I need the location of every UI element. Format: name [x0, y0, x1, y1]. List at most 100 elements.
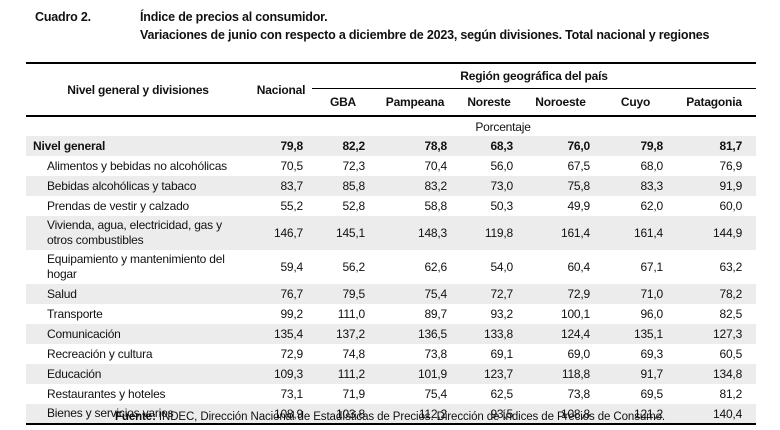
value-cell: 72,7	[456, 284, 522, 304]
table-title: Índice de precios al consumidor. Variaci…	[140, 8, 760, 44]
value-cell: 62,6	[424, 260, 447, 274]
column-header-divisions: Nivel general y divisiones	[67, 82, 209, 97]
value-cell: 145,1	[312, 216, 374, 250]
row-label: Educación	[26, 364, 250, 384]
value-cell: 69,3	[640, 347, 663, 361]
row-label: Equipamiento y mantenimiento del hogar	[47, 252, 225, 281]
row-label: Vivienda, agua, electricidad, gas y otro…	[26, 216, 250, 250]
table-row: Bebidas alcohólicas y tabaco 83,7 85,8 83,2…	[26, 176, 757, 196]
value-cell: 72,3	[342, 159, 365, 173]
value-cell: 59,4	[280, 260, 303, 274]
value-cell: 73,8	[567, 387, 590, 401]
value-cell: 100,1	[560, 307, 590, 321]
value-cell: 76,9	[719, 159, 743, 173]
value-cell: 63,2	[719, 260, 743, 274]
table-row: Comunicación 135,4 137,2 136,5 133,8 124,4 135…	[26, 324, 757, 344]
value-cell: 54,0	[490, 260, 513, 274]
table-row: Alimentos y bebidas no alcohólicas 70,5 72…	[26, 156, 756, 176]
ipc-table: Nivel general y divisiones Nacional Regi…	[26, 62, 757, 425]
value-cell: 108,9	[250, 404, 312, 424]
table-row: Educación 109,3 111,2 101,9 123,7 118,8 91,7 13…	[26, 364, 757, 384]
value-cell: 123,7	[456, 364, 522, 384]
column-header-noreste: Noreste	[467, 95, 511, 109]
value-cell: 58,8	[424, 199, 447, 213]
value-cell: 109,3	[250, 364, 312, 384]
row-label: Prendas de vestir y calzado	[47, 198, 190, 213]
value-cell: 119,8	[456, 216, 522, 250]
table-number-label: Cuadro 2.	[35, 10, 91, 24]
value-cell: 83,2	[374, 176, 456, 196]
value-cell: 76,7	[250, 284, 312, 304]
value-cell: 118,8	[522, 364, 599, 384]
value-cell: 136,5	[374, 324, 456, 344]
table-row: Bienes y servicios varios 108,9 103,8 112,2…	[26, 404, 757, 424]
value-cell: 140,4	[672, 404, 757, 424]
value-cell: 50,3	[490, 199, 513, 213]
column-header-patagonia: Patagonia	[686, 95, 742, 109]
value-cell: 111,2	[312, 364, 374, 384]
value-cell: 72,9	[522, 284, 599, 304]
value-cell: 127,3	[672, 324, 757, 344]
source-note: Fuente: INDEC, Dirección Nacional de Est…	[0, 410, 780, 425]
value-cell: 137,2	[312, 324, 374, 344]
table-row: Salud 76,7 79,5 75,4 72,7 72,9 71,0 78,2	[26, 284, 757, 304]
value-cell: 75,4	[424, 387, 447, 401]
value-cell: 69,5	[640, 387, 663, 401]
value-cell: 91,7	[599, 364, 672, 384]
row-label: Transporte	[47, 306, 103, 321]
value-cell: 121,2	[599, 404, 672, 424]
column-header-pampeana: Pampeana	[385, 95, 445, 109]
table-title-line1: Índice de precios al consumidor.	[140, 10, 328, 24]
value-cell: 135,1	[599, 324, 672, 344]
data-table-container: Nivel general y divisiones Nacional Regi…	[26, 62, 757, 425]
row-label: Salud	[26, 284, 250, 304]
value-cell: 96,0	[640, 307, 663, 321]
value-cell: 85,8	[312, 176, 374, 196]
value-cell: 79,8	[599, 136, 672, 156]
row-label: Comunicación	[26, 324, 250, 344]
value-cell: 148,3	[374, 216, 456, 250]
value-cell: 70,4	[424, 159, 447, 173]
value-cell: 75,4	[374, 284, 456, 304]
value-cell: 60,5	[719, 347, 743, 361]
region-columns-row: GBA Pampeana Noreste Noroeste Cuyo Patagonia	[26, 89, 756, 117]
row-label: Bienes y servicios varios	[26, 404, 250, 424]
value-cell: 89,7	[424, 307, 447, 321]
value-cell: 79,5	[312, 284, 374, 304]
value-cell: 73,8	[424, 347, 447, 361]
column-group-header-regions: Región geográfica del país	[312, 63, 757, 89]
value-cell: 79,8	[250, 136, 312, 156]
row-label: Nivel general	[26, 136, 250, 156]
value-cell: 68,0	[640, 159, 663, 173]
table-header: Nivel general y divisiones Nacional Regi…	[26, 63, 757, 117]
value-cell: 49,9	[567, 199, 590, 213]
value-cell: 83,7	[250, 176, 312, 196]
unit-row-spacer	[26, 116, 250, 136]
table-row: Vivienda, agua, electricidad, gas y otro…	[26, 216, 757, 250]
table-row: Recreación y cultura 72,9 74,8 73,8 69,1 69,0…	[26, 344, 756, 364]
value-cell: 81,2	[719, 387, 743, 401]
value-cell: 93,2	[490, 307, 513, 321]
value-cell: 60,4	[567, 260, 590, 274]
value-cell: 56,2	[342, 260, 365, 274]
value-cell: 101,9	[374, 364, 456, 384]
value-cell: 74,8	[342, 347, 365, 361]
source-label: Fuente:	[114, 411, 156, 423]
value-cell: 91,9	[672, 176, 757, 196]
value-cell: 161,4	[522, 216, 599, 250]
value-cell: 71,0	[599, 284, 672, 304]
value-cell: 69,0	[567, 347, 590, 361]
value-cell: 112,2	[374, 404, 456, 424]
row-label: Bebidas alcohólicas y tabaco	[26, 176, 250, 196]
value-cell: 146,7	[250, 216, 312, 250]
table-row: Equipamiento y mantenimiento del hogar 59…	[26, 250, 756, 284]
source-text: INDEC, Dirección Nacional de Estadística…	[155, 411, 666, 423]
value-cell: 76,0	[522, 136, 599, 156]
value-cell: 103,8	[312, 404, 374, 424]
value-cell: 134,8	[672, 364, 757, 384]
value-cell: 108,8	[522, 404, 599, 424]
value-cell: 52,8	[342, 199, 365, 213]
value-cell: 72,9	[280, 347, 303, 361]
value-cell: 67,1	[640, 260, 663, 274]
